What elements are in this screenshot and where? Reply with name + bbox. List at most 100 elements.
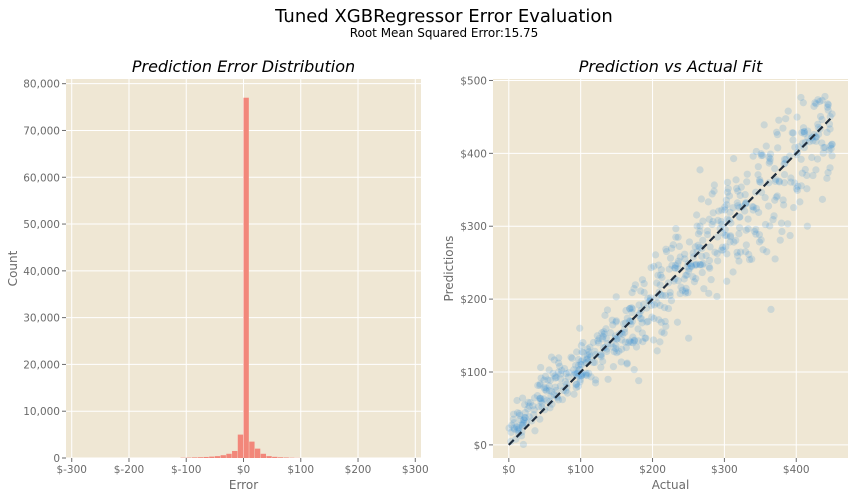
scatter-point <box>648 313 656 321</box>
scatter-point <box>612 318 620 326</box>
scatter-point <box>696 260 704 269</box>
scatter-point <box>820 143 828 152</box>
scatter-point <box>659 291 667 300</box>
scatter-point <box>705 263 713 271</box>
scatter-point <box>666 254 675 262</box>
scatter-point <box>717 217 725 226</box>
scatter-point <box>744 215 752 223</box>
scatter-point <box>685 334 693 342</box>
scatter-point <box>775 178 784 186</box>
histogram-bar <box>209 456 215 458</box>
scatter-point <box>729 268 737 276</box>
scatter-y-label: Predictions <box>442 236 456 302</box>
scatter-point <box>793 113 801 121</box>
scatter-point <box>736 248 745 256</box>
scatter-point <box>521 401 529 409</box>
scatter-point <box>778 227 786 236</box>
scatter-point <box>521 413 529 422</box>
scatter-point <box>691 243 699 251</box>
scatter-point <box>627 304 636 312</box>
scatter-point <box>721 206 729 214</box>
scatter-point <box>767 305 775 314</box>
scatter-point <box>505 424 513 432</box>
scatter-point <box>709 217 717 226</box>
scatter-point <box>828 140 836 149</box>
scatter-point <box>609 363 618 371</box>
scatter-point <box>793 151 801 159</box>
scatter-point <box>623 360 631 368</box>
scatter-point <box>570 371 578 379</box>
scatter-point <box>640 288 648 297</box>
scatter-point <box>752 147 760 156</box>
scatter-point <box>509 415 517 423</box>
scatter-point <box>662 247 671 256</box>
figure-subtitle: Root Mean Squared Error:15.75 <box>350 26 539 40</box>
y-tick-label: $300 <box>460 221 487 233</box>
scatter-point <box>826 142 835 150</box>
scatter-point <box>572 370 580 378</box>
scatter-point <box>674 233 682 241</box>
scatter-point <box>515 409 523 418</box>
scatter-point <box>540 383 548 392</box>
scatter-point <box>821 143 829 152</box>
scatter-point <box>513 425 522 434</box>
scatter-point <box>705 215 713 223</box>
scatter-point <box>742 226 750 234</box>
scatter-point <box>769 216 777 224</box>
scatter-point <box>775 116 783 124</box>
scatter-point <box>666 292 674 300</box>
scatter-point <box>703 227 712 235</box>
scatter-point <box>687 262 695 270</box>
scatter-point <box>691 261 699 269</box>
scatter-point <box>634 325 642 333</box>
scatter-point <box>752 225 760 234</box>
scatter-point <box>667 244 676 252</box>
scatter-point <box>572 380 581 388</box>
scatter-point <box>705 289 713 297</box>
scatter-point <box>756 178 765 186</box>
scatter-point <box>749 152 757 160</box>
scatter-point <box>698 252 706 260</box>
scatter-point <box>671 261 680 270</box>
scatter-point <box>593 332 601 340</box>
scatter-point <box>583 355 591 363</box>
scatter-point <box>770 212 778 220</box>
scatter-point <box>546 397 554 405</box>
scatter-point <box>630 336 639 344</box>
scatter-point <box>786 231 794 240</box>
scatter-point <box>538 399 546 407</box>
scatter-point <box>773 131 782 139</box>
scatter-point <box>577 357 585 366</box>
y-tick-label: 40,000 <box>23 266 60 278</box>
scatter-point <box>724 185 732 193</box>
scatter-point <box>698 268 706 277</box>
scatter-point <box>823 103 832 111</box>
scatter-point <box>597 353 605 361</box>
scatter-point <box>599 335 607 343</box>
scatter-point <box>556 382 564 390</box>
scatter-point <box>662 292 670 300</box>
scatter-point <box>812 137 820 145</box>
scatter-point <box>685 238 694 246</box>
scatter-point <box>534 381 542 389</box>
scatter-point <box>681 255 689 263</box>
scatter-point <box>515 424 523 432</box>
scatter-point <box>667 297 676 305</box>
scatter-y-ticks: $0 $100 $200 $300 $400 $500 <box>460 75 493 452</box>
scatter-point <box>733 248 741 256</box>
scatter-point <box>683 263 691 271</box>
scatter-point <box>718 206 726 214</box>
scatter-point <box>576 376 585 384</box>
scatter-point <box>676 253 684 261</box>
scatter-point <box>639 338 647 346</box>
scatter-point <box>678 286 686 294</box>
scatter-point <box>576 324 584 332</box>
scatter-point <box>799 99 807 107</box>
scatter-point <box>796 198 804 206</box>
scatter-point <box>552 386 560 395</box>
scatter-point <box>634 337 642 345</box>
scatter-point <box>660 329 668 337</box>
scatter-point <box>618 336 626 344</box>
scatter-point <box>696 222 704 230</box>
scatter-point <box>766 222 774 230</box>
